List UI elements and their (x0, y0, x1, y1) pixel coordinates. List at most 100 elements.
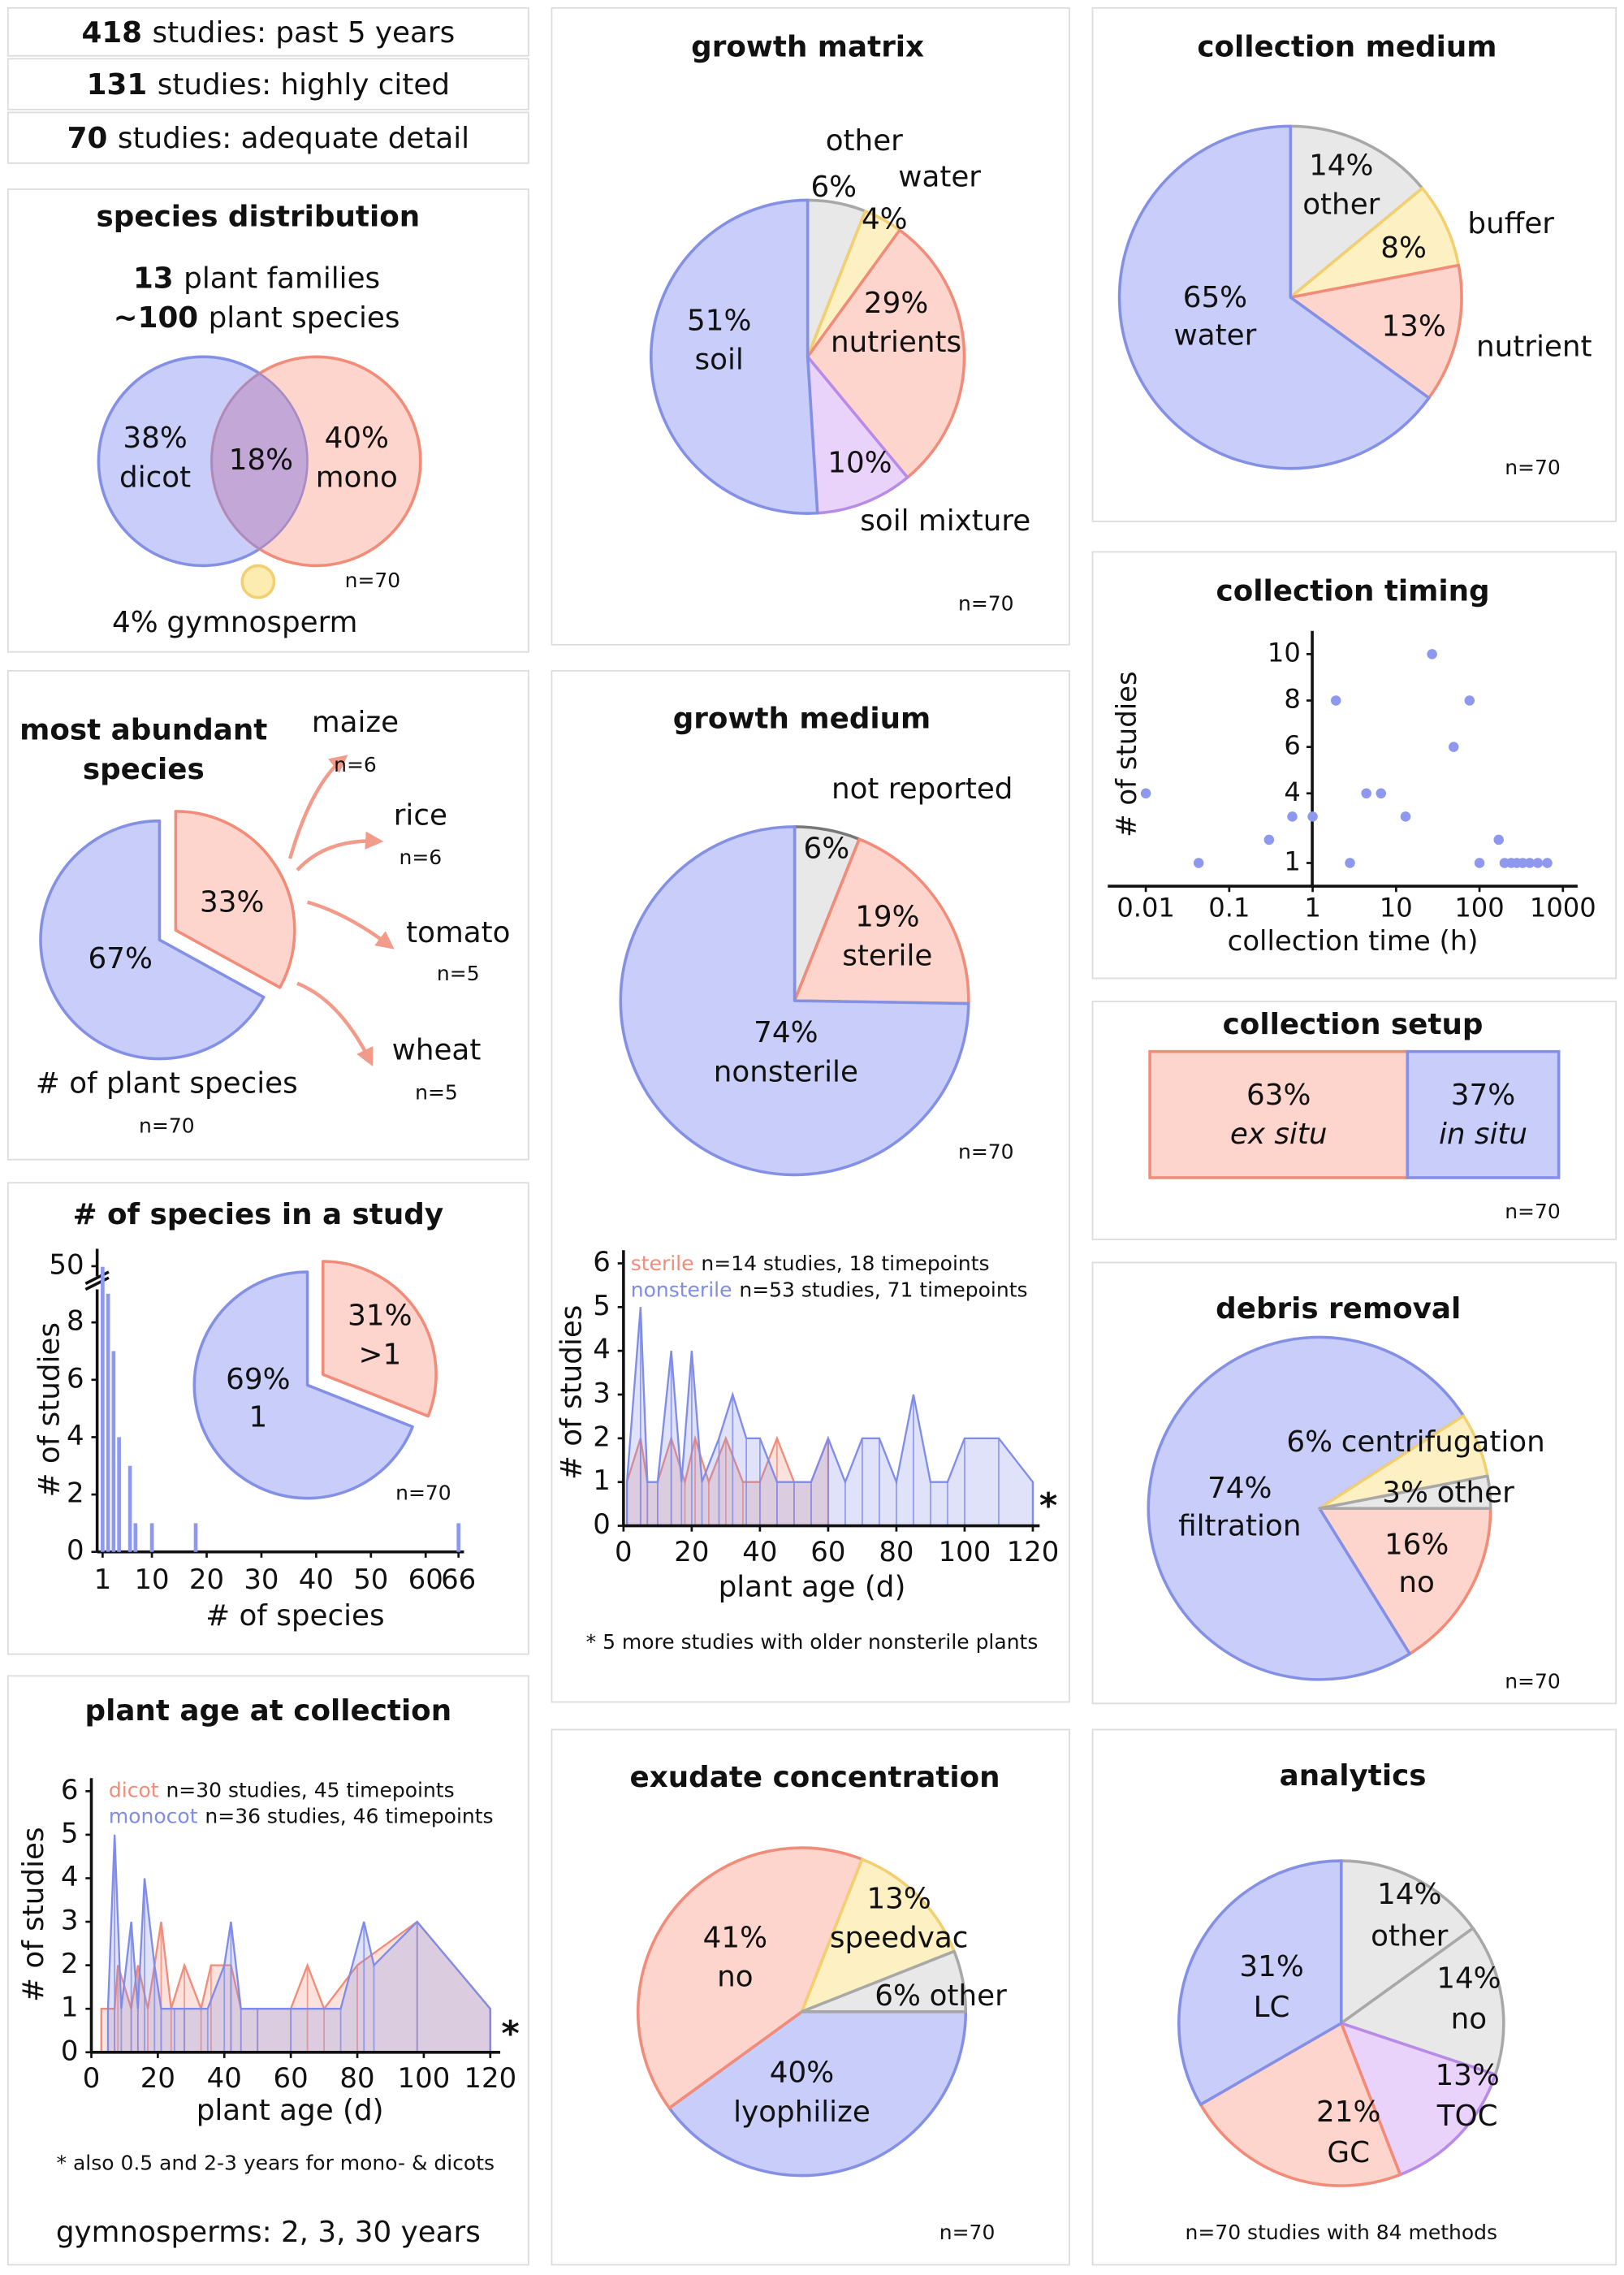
x-tick-label: 0 (83, 2062, 101, 2094)
summary-count: 418 (81, 14, 143, 50)
pie-slice (800, 1949, 968, 2013)
category-label: other (930, 1979, 1007, 2013)
summary-row: 131 studies: highly cited (6, 58, 529, 110)
chart-title: growth medium (672, 700, 931, 736)
value-label: 6% (875, 1979, 921, 2013)
category-label: GC (1327, 2136, 1370, 2169)
value-label: 13% (1435, 2059, 1499, 2092)
value-label: 31% (1239, 1950, 1303, 1983)
x-tick-label: 20 (189, 1564, 224, 1595)
pie-slice (1177, 1859, 1343, 2106)
pie-slice (636, 1846, 864, 2110)
category-label: speedvac (830, 1921, 969, 1954)
x-tick-label: 80 (879, 1536, 914, 1568)
chart-title: analytics (1279, 1758, 1427, 1793)
legend-entry: monocot n=36 studies, 46 timepoints (109, 1804, 494, 1827)
pie-slice (793, 837, 970, 1006)
count: 13 (133, 262, 174, 296)
callout-note: n=5 (415, 1080, 458, 1104)
callout-label: rice (394, 798, 447, 832)
venn-subtitle: 13 plant families (133, 262, 380, 296)
pie-slice (1289, 124, 1424, 299)
value-label: 6% (810, 171, 857, 204)
x-tick-label: 120 (1007, 1536, 1060, 1568)
summary-label: studies: highly cited (157, 67, 451, 102)
venn-circle (240, 564, 276, 599)
summary-row: 418 studies: past 5 years (6, 6, 529, 57)
panel (6, 188, 529, 653)
value-label: 4% (862, 202, 908, 236)
legend-entry: sterile n=14 studies, 18 timepoints (631, 1252, 990, 1275)
callout-note: n=6 (334, 753, 377, 776)
x-tick-label: 66 (441, 1564, 476, 1595)
bar (149, 1523, 154, 1552)
note: n=70 (958, 1140, 1014, 1164)
x-tick-label: 60 (408, 1564, 443, 1595)
summary-count: 70 (67, 120, 108, 156)
point (1376, 788, 1387, 799)
legend-name: dicot (109, 1778, 159, 1801)
segment-label: in situ (1439, 1118, 1527, 1151)
category-label: water (898, 161, 981, 194)
category-label: buffer (1467, 207, 1554, 240)
note: n=70 (345, 569, 401, 592)
category-label: filtration (1178, 1509, 1301, 1542)
y-tick-label: 5 (61, 1817, 79, 1849)
y-tick-label: 0 (67, 1534, 84, 1566)
venn-overlap (210, 372, 309, 551)
note: n=70 studies with 84 methods (1186, 2221, 1497, 2244)
pie-slice (1339, 1859, 1475, 2025)
area (625, 1307, 1034, 1527)
value-label: 6% (804, 832, 850, 865)
y-tick-label: 1 (61, 1992, 79, 2023)
chart-title: collection setup (1222, 1006, 1484, 1042)
category-label: LC (1254, 1991, 1290, 2024)
bar-segment (1406, 1049, 1561, 1179)
note: n=70 (958, 592, 1014, 616)
pie-slice (806, 228, 966, 479)
point (1518, 858, 1528, 868)
y-axis-label: # of studies (555, 1305, 588, 1480)
note: n=70 (1505, 456, 1561, 479)
y-tick-label: 50 (49, 1248, 84, 1280)
x-tick-label: 40 (299, 1564, 334, 1595)
value-label: 19% (855, 900, 919, 933)
y-tick-label: 2 (593, 1421, 611, 1452)
value-label: 14% (1309, 149, 1373, 182)
y-tick-label: 0 (61, 2035, 79, 2066)
pie-slice (1289, 186, 1461, 299)
category-label: no (1398, 1566, 1434, 1599)
x-tick-label: 120 (464, 2062, 516, 2094)
point (1263, 834, 1275, 846)
point (1474, 858, 1485, 868)
point (1287, 811, 1298, 822)
x-tick-label: 60 (810, 1536, 845, 1568)
bar (193, 1523, 198, 1552)
chart-title: growth matrix (691, 28, 925, 64)
point (1345, 858, 1355, 868)
y-tick-label: 4 (67, 1420, 84, 1451)
chart-title: most abundant species (19, 711, 268, 786)
y-tick-label: 3 (61, 1905, 79, 1936)
category-label: other (1302, 188, 1380, 222)
pie-slice (1339, 2022, 1497, 2177)
y-tick-label: 1 (593, 1464, 611, 1496)
value-label: 69% (226, 1363, 290, 1396)
point (1307, 811, 1318, 822)
caption: # of plant species (36, 1067, 298, 1101)
segment-label: ex situ (1230, 1118, 1328, 1151)
value-label: 31% (348, 1299, 412, 1332)
category-label: centrifugation (1341, 1425, 1545, 1459)
category-label: gymnosperm (166, 606, 357, 639)
chart-title: collection timing (1216, 573, 1490, 608)
bar (117, 1437, 121, 1552)
label: plant families (184, 262, 380, 296)
category-label: water (1174, 318, 1257, 352)
panel (551, 669, 1070, 1703)
legend-note: n=36 studies, 46 timepoints (205, 1804, 493, 1827)
note: n=70 (139, 1114, 195, 1137)
legend-name: monocot (109, 1804, 198, 1827)
venn-subtitle: ~100 plant species (114, 301, 400, 335)
